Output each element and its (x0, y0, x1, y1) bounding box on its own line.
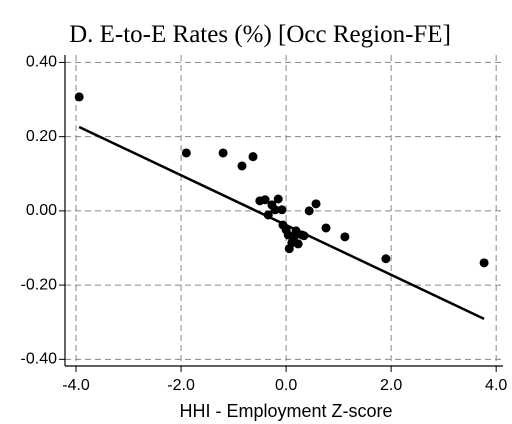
point (181, 148, 191, 158)
point (293, 239, 303, 249)
y-tick-label: -0.40 (21, 351, 58, 368)
point (248, 152, 258, 162)
fit-line (78, 125, 485, 320)
chart-title: D. E-to-E Rates (%) [Occ Region-FE] (69, 21, 451, 48)
x-axis-label: HHI - Employment Z-score (179, 401, 392, 421)
point (74, 92, 84, 102)
point (273, 194, 283, 204)
x-tick-label: -2.0 (167, 377, 195, 394)
x-tick-label: 0.0 (275, 377, 297, 394)
x-tick-label: 4.0 (485, 377, 507, 394)
x-tick-label: 2.0 (380, 377, 402, 394)
y-tick-label: 0.00 (26, 202, 57, 219)
x-tick-label: -4.0 (62, 377, 90, 394)
y-tick-label: 0.40 (26, 54, 57, 71)
point (479, 258, 489, 268)
point (270, 205, 280, 215)
point (260, 195, 270, 205)
point (218, 148, 228, 158)
point (381, 254, 391, 264)
point (340, 232, 350, 242)
y-tick-label: 0.20 (26, 128, 57, 145)
point (237, 161, 247, 171)
y-tick-label: -0.20 (21, 276, 58, 293)
point (277, 205, 287, 215)
point (311, 199, 321, 209)
point (304, 206, 314, 216)
point (321, 223, 331, 233)
